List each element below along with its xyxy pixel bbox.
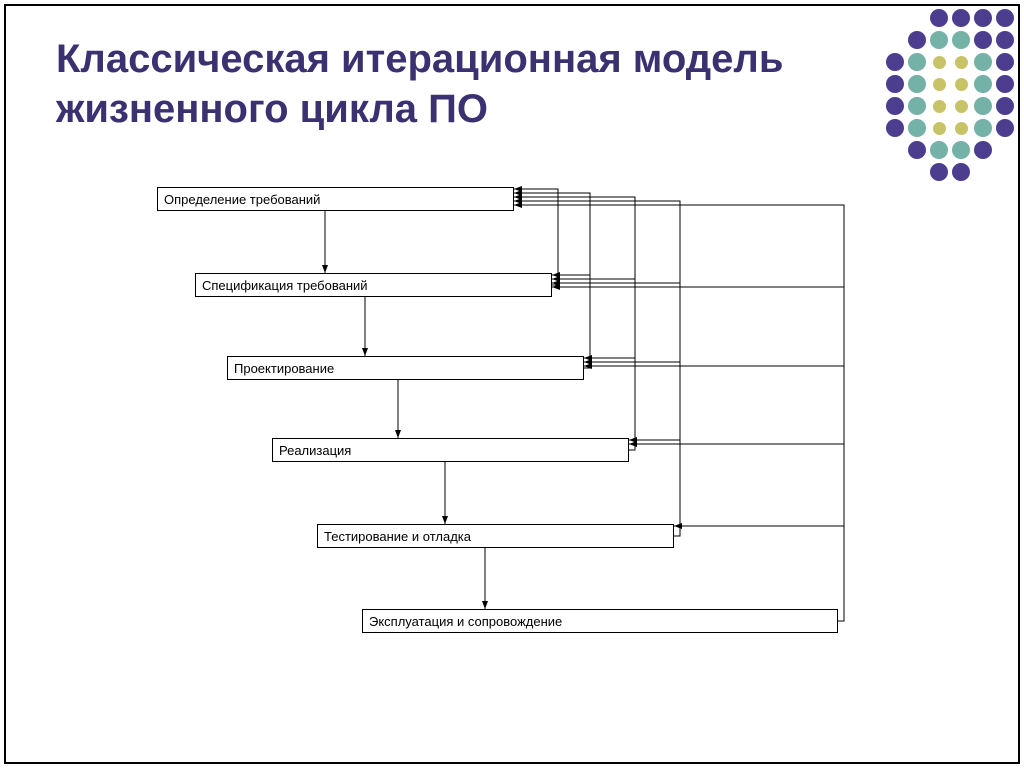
dot-icon (933, 100, 946, 113)
stage-box-1: Спецификация требований (195, 273, 552, 297)
dot-icon (886, 119, 904, 137)
dot-icon (908, 53, 926, 71)
dot-icon (974, 119, 992, 137)
dot-icon (908, 97, 926, 115)
dot-icon (974, 141, 992, 159)
dot-icon (933, 56, 946, 69)
dot-icon (886, 53, 904, 71)
stage-box-3: Реализация (272, 438, 629, 462)
dot-icon (930, 141, 948, 159)
dot-icon (952, 31, 970, 49)
dot-icon (952, 163, 970, 181)
dot-icon (996, 53, 1014, 71)
dot-icon (996, 9, 1014, 27)
dot-icon (955, 56, 968, 69)
dot-icon (974, 97, 992, 115)
dot-icon (908, 75, 926, 93)
dot-icon (886, 97, 904, 115)
stage-box-0: Определение требований (157, 187, 514, 211)
dot-icon (908, 31, 926, 49)
dot-icon (930, 9, 948, 27)
dot-icon (974, 9, 992, 27)
dot-icon (955, 100, 968, 113)
dot-icon (952, 9, 970, 27)
dot-icon (996, 31, 1014, 49)
stage-box-4: Тестирование и отладка (317, 524, 674, 548)
dot-icon (930, 163, 948, 181)
stage-box-2: Проектирование (227, 356, 584, 380)
dot-icon (930, 31, 948, 49)
dot-icon (955, 78, 968, 91)
dot-icon (996, 119, 1014, 137)
dot-icon (952, 141, 970, 159)
dot-icon (974, 53, 992, 71)
dot-icon (908, 141, 926, 159)
dot-icon (974, 31, 992, 49)
dot-icon (933, 122, 946, 135)
dot-icon (933, 78, 946, 91)
dot-icon (974, 75, 992, 93)
dot-icon (955, 122, 968, 135)
dot-icon (886, 75, 904, 93)
dot-icon (908, 119, 926, 137)
dot-icon (996, 75, 1014, 93)
flowchart-svg (0, 0, 1024, 768)
dot-icon (996, 97, 1014, 115)
stage-box-5: Эксплуатация и сопровождение (362, 609, 838, 633)
